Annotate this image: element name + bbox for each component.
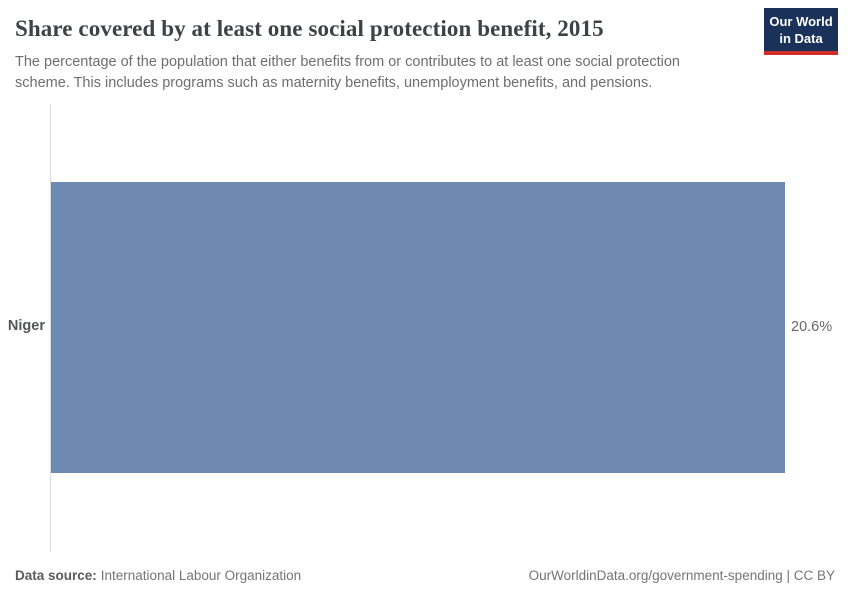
- owid-logo-line2: in Data: [779, 31, 823, 46]
- data-source-label: Data source:: [15, 568, 97, 583]
- data-source: Data source: International Labour Organiz…: [15, 568, 301, 583]
- owid-logo-line1: Our World: [769, 14, 833, 29]
- chart-subtitle: The percentage of the population that ei…: [15, 54, 680, 91]
- bar-value-label: 20.6%: [791, 319, 833, 335]
- chart-footer: Data source: International Labour Organiz…: [15, 568, 835, 583]
- entity-label-niger: Niger: [7, 318, 45, 334]
- bar-niger[interactable]: [51, 182, 785, 473]
- plot-area: [51, 182, 785, 473]
- owid-logo-stripe: [764, 51, 838, 55]
- chart-title: Share covered by at least one social pro…: [15, 16, 604, 41]
- data-source-value: International Labour Organization: [100, 568, 302, 583]
- y-axis-line: [50, 104, 51, 552]
- owid-logo-text: Our World in Data: [764, 8, 838, 51]
- owid-logo[interactable]: Our World in Data: [764, 8, 838, 55]
- credit-link[interactable]: OurWorldinData.org/government-spending |…: [528, 568, 835, 583]
